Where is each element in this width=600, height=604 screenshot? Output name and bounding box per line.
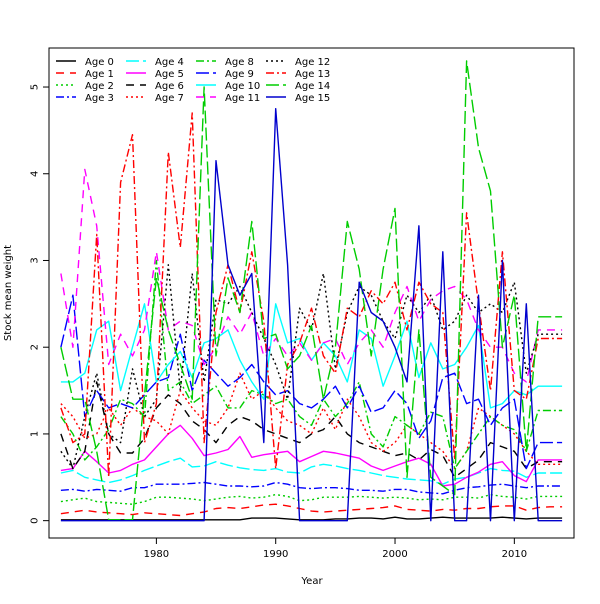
legend-label: Age 14: [295, 81, 330, 92]
axis-layer: 1980 1990 2000 2010 0 1 2 3 4 5: [30, 84, 528, 560]
legend-label: Age 11: [225, 93, 260, 104]
legend-item-age-10: Age 10: [196, 81, 260, 92]
y-tick-label: 3: [30, 257, 41, 263]
series-line-age-6: [60, 381, 563, 478]
series-line-age-1: [60, 503, 563, 517]
legend-item-age-7: Age 7: [126, 93, 184, 104]
legend-label: Age 7: [155, 93, 184, 104]
series-line-age-5: [60, 424, 563, 487]
legend-item-age-2: Age 2: [56, 81, 114, 92]
legend-item-age-5: Age 5: [126, 69, 184, 80]
series-line-age-4: [60, 457, 563, 485]
y-tick-label: 0: [30, 517, 41, 523]
x-tick-label: 2000: [382, 549, 407, 560]
legend-label: Age 4: [155, 57, 184, 68]
legend-label: Age 0: [85, 57, 114, 68]
y-tick-label: 5: [30, 84, 41, 90]
series-line-age-12: [60, 264, 563, 470]
y-axis-label: Stock mean weight: [3, 245, 14, 341]
legend-label: Age 2: [85, 81, 114, 92]
x-tick-label: 2010: [502, 549, 527, 560]
legend-item-age-0: Age 0: [56, 57, 114, 68]
legend-label: Age 6: [155, 81, 184, 92]
y-tick-label: 2: [30, 344, 41, 350]
x-axis-label: Year: [300, 576, 323, 587]
series-line-age-3: [60, 481, 563, 495]
legend-item-age-1: Age 1: [56, 69, 114, 80]
legend-item-age-11: Age 11: [196, 93, 260, 104]
legend-label: Age 15: [295, 93, 330, 104]
legend-item-age-15: Age 15: [266, 93, 330, 104]
series-line-age-0: [60, 516, 563, 521]
legend-label: Age 1: [85, 69, 114, 80]
legend-label: Age 10: [225, 81, 260, 92]
legend-item-age-3: Age 3: [56, 93, 114, 104]
legend-label: Age 3: [85, 93, 114, 104]
legend-item-age-4: Age 4: [126, 57, 184, 68]
y-tick-label: 1: [30, 431, 41, 437]
series-line-age-8: [60, 259, 563, 470]
series-layer: [60, 60, 563, 522]
legend-label: Age 12: [295, 57, 330, 68]
y-tick-label: 4: [30, 171, 41, 177]
x-tick-label: 1980: [144, 549, 169, 560]
series-line-age-9: [60, 294, 563, 470]
series-line-age-15: [60, 107, 563, 522]
legend-item-age-12: Age 12: [266, 57, 330, 68]
series-line-age-14: [60, 60, 563, 521]
legend-item-age-13: Age 13: [266, 69, 330, 80]
legend-label: Age 9: [225, 69, 254, 80]
legend-label: Age 8: [225, 57, 254, 68]
legend-item-age-9: Age 9: [196, 69, 254, 80]
legend-label: Age 5: [155, 69, 184, 80]
series-line-age-11: [60, 168, 563, 383]
legend-item-age-14: Age 14: [266, 81, 330, 92]
legend-label: Age 13: [295, 69, 330, 80]
x-tick-label: 1990: [263, 549, 288, 560]
legend-item-age-6: Age 6: [126, 81, 184, 92]
legend-item-age-8: Age 8: [196, 57, 254, 68]
